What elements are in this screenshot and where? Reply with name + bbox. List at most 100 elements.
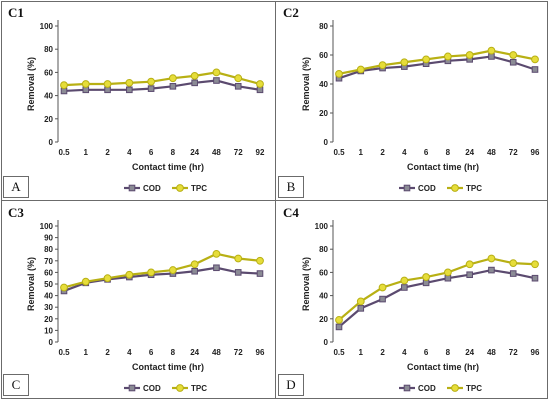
x-tick-label: 2 [105,348,110,357]
panel-letter-c: C [3,374,29,396]
x-tick-label: 4 [127,148,132,157]
x-tick-label: 2 [105,148,110,157]
data-point-tpc [190,71,199,80]
x-tick-label: 1 [84,348,89,357]
data-point-tpc [378,283,387,292]
legend-marker-tpc [451,184,459,192]
x-tick-label: 8 [446,148,451,157]
x-tick-label: 2 [380,148,385,157]
y-tick-label: 40 [44,92,53,101]
x-tick-label: 8 [171,148,176,157]
data-point-tpc [400,58,409,67]
series-line-tpc [63,252,261,289]
series-line-cod [338,268,536,328]
data-point-tpc [212,68,221,77]
y-tick-label: 100 [315,222,329,231]
data-point-tpc [81,277,90,286]
panel-letter-d: D [278,374,304,396]
x-tick-label: 1 [359,348,364,357]
data-point-tpc [335,69,343,78]
data-point-tpc [60,81,68,90]
data-point-cod [147,85,155,92]
legend-label-tpc: TPC [191,384,207,393]
x-tick-label: 72 [234,148,243,157]
data-point-tpc [256,80,264,88]
data-point-cod [191,267,198,275]
panel-label: C1 [8,5,24,20]
data-point-tpc [356,297,365,306]
data-point-tpc [422,55,431,64]
y-tick-label: 40 [319,292,328,301]
x-tick-label: 24 [190,348,199,357]
y-tick-label: 20 [44,115,53,124]
x-tick-label: 4 [402,148,407,157]
x-tick-label: 6 [149,148,154,157]
data-point-cod [401,284,408,291]
y-axis-label: Removal (%) [26,257,36,311]
x-tick-label: 1 [84,148,89,157]
data-point-cod [379,295,386,303]
data-point-tpc [234,254,243,263]
data-point-cod [126,86,133,94]
x-tick-label: 24 [465,148,474,157]
x-tick-label: 8 [446,348,451,357]
y-tick-label: 20 [44,315,53,324]
y-tick-label: 0 [324,138,329,147]
data-point-tpc [465,260,474,269]
data-point-cod [169,83,177,90]
y-tick-label: 60 [319,51,328,60]
y-tick-label: 0 [49,338,54,347]
x-tick-label: 0.5 [333,148,345,157]
legend-marker-cod [128,384,136,392]
x-tick-label: 96 [256,348,265,357]
chart-panel-c4: C4 0 20 40 60 80 100 0.5 1 2 4 6 8 24 48 72 96 Contact ti… [277,202,549,398]
x-axis-label: Contact time (hr) [132,362,204,372]
data-point-tpc [125,78,134,87]
data-point-cod [191,79,198,87]
data-point-cod [531,274,539,282]
x-tick-label: 4 [127,348,132,357]
legend-marker-cod [403,184,411,192]
data-point-tpc [443,268,452,277]
y-tick-label: 20 [319,109,328,118]
y-tick-label: 20 [319,315,328,324]
y-tick-label: 60 [44,268,53,277]
legend-label-cod: COD [143,184,161,193]
legend-label-tpc: TPC [466,384,482,393]
x-tick-label: 92 [256,148,265,157]
data-point-tpc [531,55,539,64]
data-point-tpc [422,273,431,281]
data-point-cod [509,270,517,277]
data-point-tpc [509,51,518,59]
x-tick-label: 48 [212,148,221,157]
chart-panel-c3: C3 0 10 20 30 40 50 60 70 80 90 100 0.5 1 2 4 6 8 24 48 72 96… [2,202,274,398]
y-tick-label: 10 [44,326,53,335]
y-tick-label: 80 [319,245,328,254]
data-point-cod [213,77,220,84]
data-point-tpc [103,80,112,88]
data-point-tpc [168,74,177,83]
x-tick-label: 72 [509,148,518,157]
panel-label: C4 [283,205,299,220]
data-point-tpc [103,274,112,283]
y-tick-label: 100 [40,222,54,231]
data-point-tpc [400,276,409,285]
x-tick-label: 6 [149,348,154,357]
data-point-tpc [487,46,496,55]
y-tick-label: 90 [44,234,53,243]
data-point-tpc [378,61,387,70]
x-tick-label: 48 [487,348,496,357]
panel-divider-horizontal [1,200,548,201]
panel-letter-a: A [3,176,29,198]
series-line-tpc [63,71,261,87]
x-tick-label: 8 [171,348,176,357]
data-point-tpc [509,259,518,268]
panel-label: C3 [8,205,24,220]
legend-label-tpc: TPC [466,184,482,193]
data-point-tpc [147,268,156,277]
data-point-cod [213,264,220,272]
data-point-tpc [147,77,156,86]
y-tick-label: 40 [319,80,328,89]
series-line-cod [63,79,261,93]
